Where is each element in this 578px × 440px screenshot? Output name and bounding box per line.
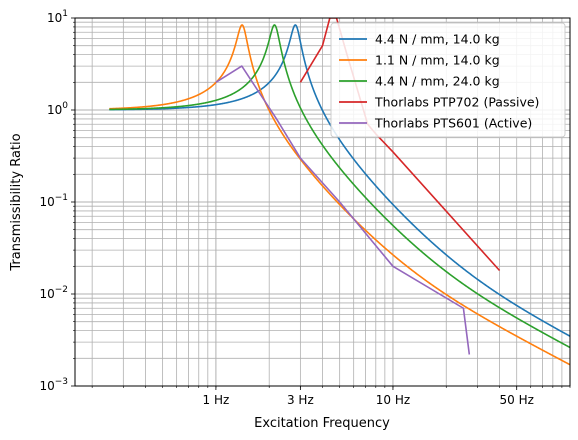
x-tick-label: 50 Hz: [500, 393, 534, 407]
legend-entry-label: Thorlabs PTP702 (Passive): [374, 95, 539, 110]
legend-entry-label: 1.1 N / mm, 14.0 kg: [375, 53, 500, 68]
x-tick-label: 3 Hz: [287, 393, 314, 407]
legend: 4.4 N / mm, 14.0 kg 1.1 N / mm, 14.0 kg 4.…: [330, 22, 566, 138]
series-line-3: [109, 24, 570, 349]
series-layer: [109, 18, 570, 366]
y-tick-label: 100: [47, 101, 68, 117]
y-tick-label: 10−1: [39, 193, 68, 209]
y-tick-label: 101: [47, 9, 68, 25]
legend-box: [330, 22, 566, 138]
series-line-2: [109, 24, 570, 366]
x-tick-label: 10 Hz: [376, 393, 410, 407]
grid: [75, 17, 571, 387]
legend-entry-label: 4.4 N / mm, 24.0 kg: [375, 74, 500, 89]
y-tick-label: 10−3: [39, 377, 68, 393]
x-tick-label: 1 Hz: [203, 393, 230, 407]
axis-ticks: 1 Hz 3 Hz 10 Hz 50 Hz 10−3 10−2 10−1 100 101: [39, 9, 571, 407]
y-tick-label: 10−2: [39, 285, 68, 301]
y-axis-label: Transmissibility Ratio: [9, 133, 24, 271]
legend-entry-label: Thorlabs PTS601 (Active): [374, 116, 532, 131]
series-line-5: [215, 65, 471, 355]
legend-entry-label: 4.4 N / mm, 14.0 kg: [375, 32, 500, 47]
series-line-1: [109, 24, 570, 337]
x-axis-label: Excitation Frequency: [254, 416, 390, 431]
